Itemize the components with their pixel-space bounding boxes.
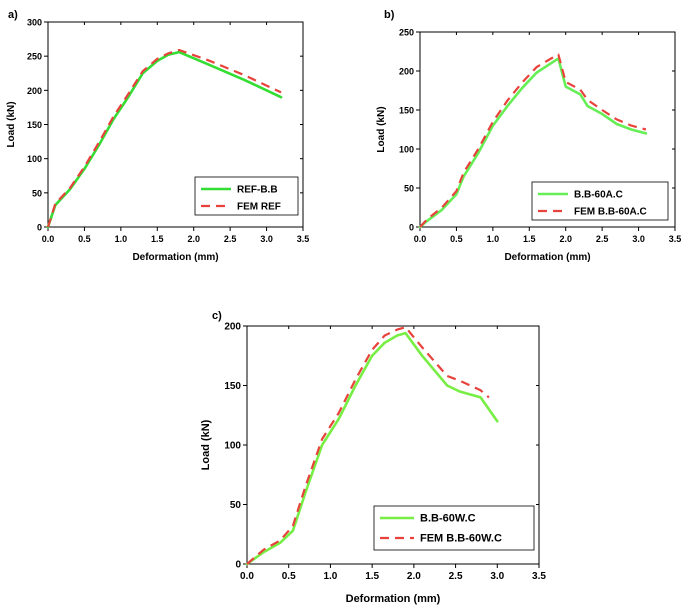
panel-label: a)	[8, 9, 18, 21]
y-axis-label: Load (kN)	[6, 101, 17, 147]
series-line-fem	[246, 326, 490, 565]
legend-entry-label: B.B-60A.C	[574, 190, 623, 201]
y-tick-label: 100	[399, 145, 414, 155]
y-tick-label: 150	[224, 381, 241, 392]
x-tick-label: 2.5	[449, 571, 463, 582]
y-tick-label: 250	[27, 52, 42, 62]
chart-panel-c: c) 0.0 0.5 1.0 1.5 2.0 2.5 3.0 3.5 0 50 100 150 200 De…	[200, 310, 546, 605]
x-tick-label: 2.0	[187, 234, 200, 244]
panel-label: c)	[212, 310, 222, 322]
panel-label: b)	[384, 9, 395, 21]
series-line-experimental	[245, 331, 499, 566]
y-tick-label: 0	[235, 560, 241, 571]
x-tick-label: 3.5	[297, 234, 310, 244]
x-tick-label: 2.5	[224, 234, 237, 244]
y-axis-label: Load (kN)	[376, 106, 387, 152]
y-tick-label: 0	[409, 223, 414, 233]
x-tick-label: 3.0	[632, 234, 645, 244]
x-axis-label: Deformation (mm)	[504, 252, 590, 263]
series-line-fem	[419, 53, 647, 228]
x-tick-label: 2.0	[559, 234, 572, 244]
chart-panel-a: a) 0.0 0.5 1.0 1.5 2.0 2.5 3.0 3.5 0 50 100 150 200 25…	[6, 9, 309, 263]
x-tick-label: 0.0	[240, 571, 254, 582]
series-line-fem	[46, 48, 282, 228]
legend-entry-label: REF-B.B	[237, 185, 278, 196]
x-tick-label: 3.5	[532, 571, 546, 582]
x-tick-label: 2.5	[596, 234, 609, 244]
chart-panel-b: b) 0.0 0.5 1.0 1.5 2.0 2.5 3.0 3.5 0 50 100 150 200 25…	[376, 9, 681, 263]
y-axis-label: Load (kN)	[200, 419, 212, 470]
x-tick-label: 1.5	[365, 571, 379, 582]
x-tick-label: 1.0	[487, 234, 500, 244]
x-tick-label: 2.0	[407, 571, 421, 582]
y-tick-label: 250	[399, 28, 414, 38]
y-tick-label: 50	[32, 188, 42, 198]
legend-box	[531, 181, 669, 221]
legend: B.B-60W.C FEM B.B-60W.C	[373, 505, 535, 551]
legend: B.B-60A.C FEM B.B-60A.C	[531, 181, 669, 221]
legend-entry-label: FEM B.B-60A.C	[574, 207, 647, 218]
x-tick-label: 0.5	[450, 234, 463, 244]
plot-frame	[419, 31, 676, 228]
y-tick-label: 150	[27, 120, 42, 130]
x-tick-label: 0.5	[282, 571, 296, 582]
x-tick-label: 3.0	[260, 234, 273, 244]
y-tick-label: 50	[230, 500, 242, 511]
series-line-experimental	[418, 57, 648, 229]
legend-entry-label: B.B-60W.C	[420, 513, 476, 525]
x-tick-label: 3.5	[669, 234, 682, 244]
x-tick-label: 3.0	[490, 571, 504, 582]
legend-box	[194, 176, 299, 216]
y-tick-label: 200	[399, 67, 414, 77]
x-axis-label: Deformation (mm)	[132, 252, 218, 263]
y-tick-label: 100	[224, 441, 241, 452]
y-tick-label: 0	[37, 223, 42, 233]
x-tick-label: 1.0	[323, 571, 337, 582]
x-tick-label: 0.5	[78, 234, 91, 244]
legend-entry-label: FEM REF	[237, 202, 281, 213]
x-tick-label: 0.0	[414, 234, 427, 244]
x-tick-label: 1.5	[523, 234, 536, 244]
x-tick-label: 0.0	[42, 234, 55, 244]
x-tick-label: 1.0	[115, 234, 128, 244]
y-tick-label: 300	[27, 18, 42, 28]
x-axis-label: Deformation (mm)	[346, 593, 441, 605]
y-tick-label: 100	[27, 154, 42, 164]
y-tick-label: 200	[224, 322, 241, 333]
y-tick-label: 50	[404, 184, 414, 194]
legend-entry-label: FEM B.B-60W.C	[420, 533, 502, 545]
y-tick-label: 200	[27, 86, 42, 96]
y-tick-label: 150	[399, 106, 414, 116]
legend-box	[373, 505, 535, 551]
x-tick-label: 1.5	[151, 234, 164, 244]
legend: REF-B.B FEM REF	[194, 176, 299, 216]
